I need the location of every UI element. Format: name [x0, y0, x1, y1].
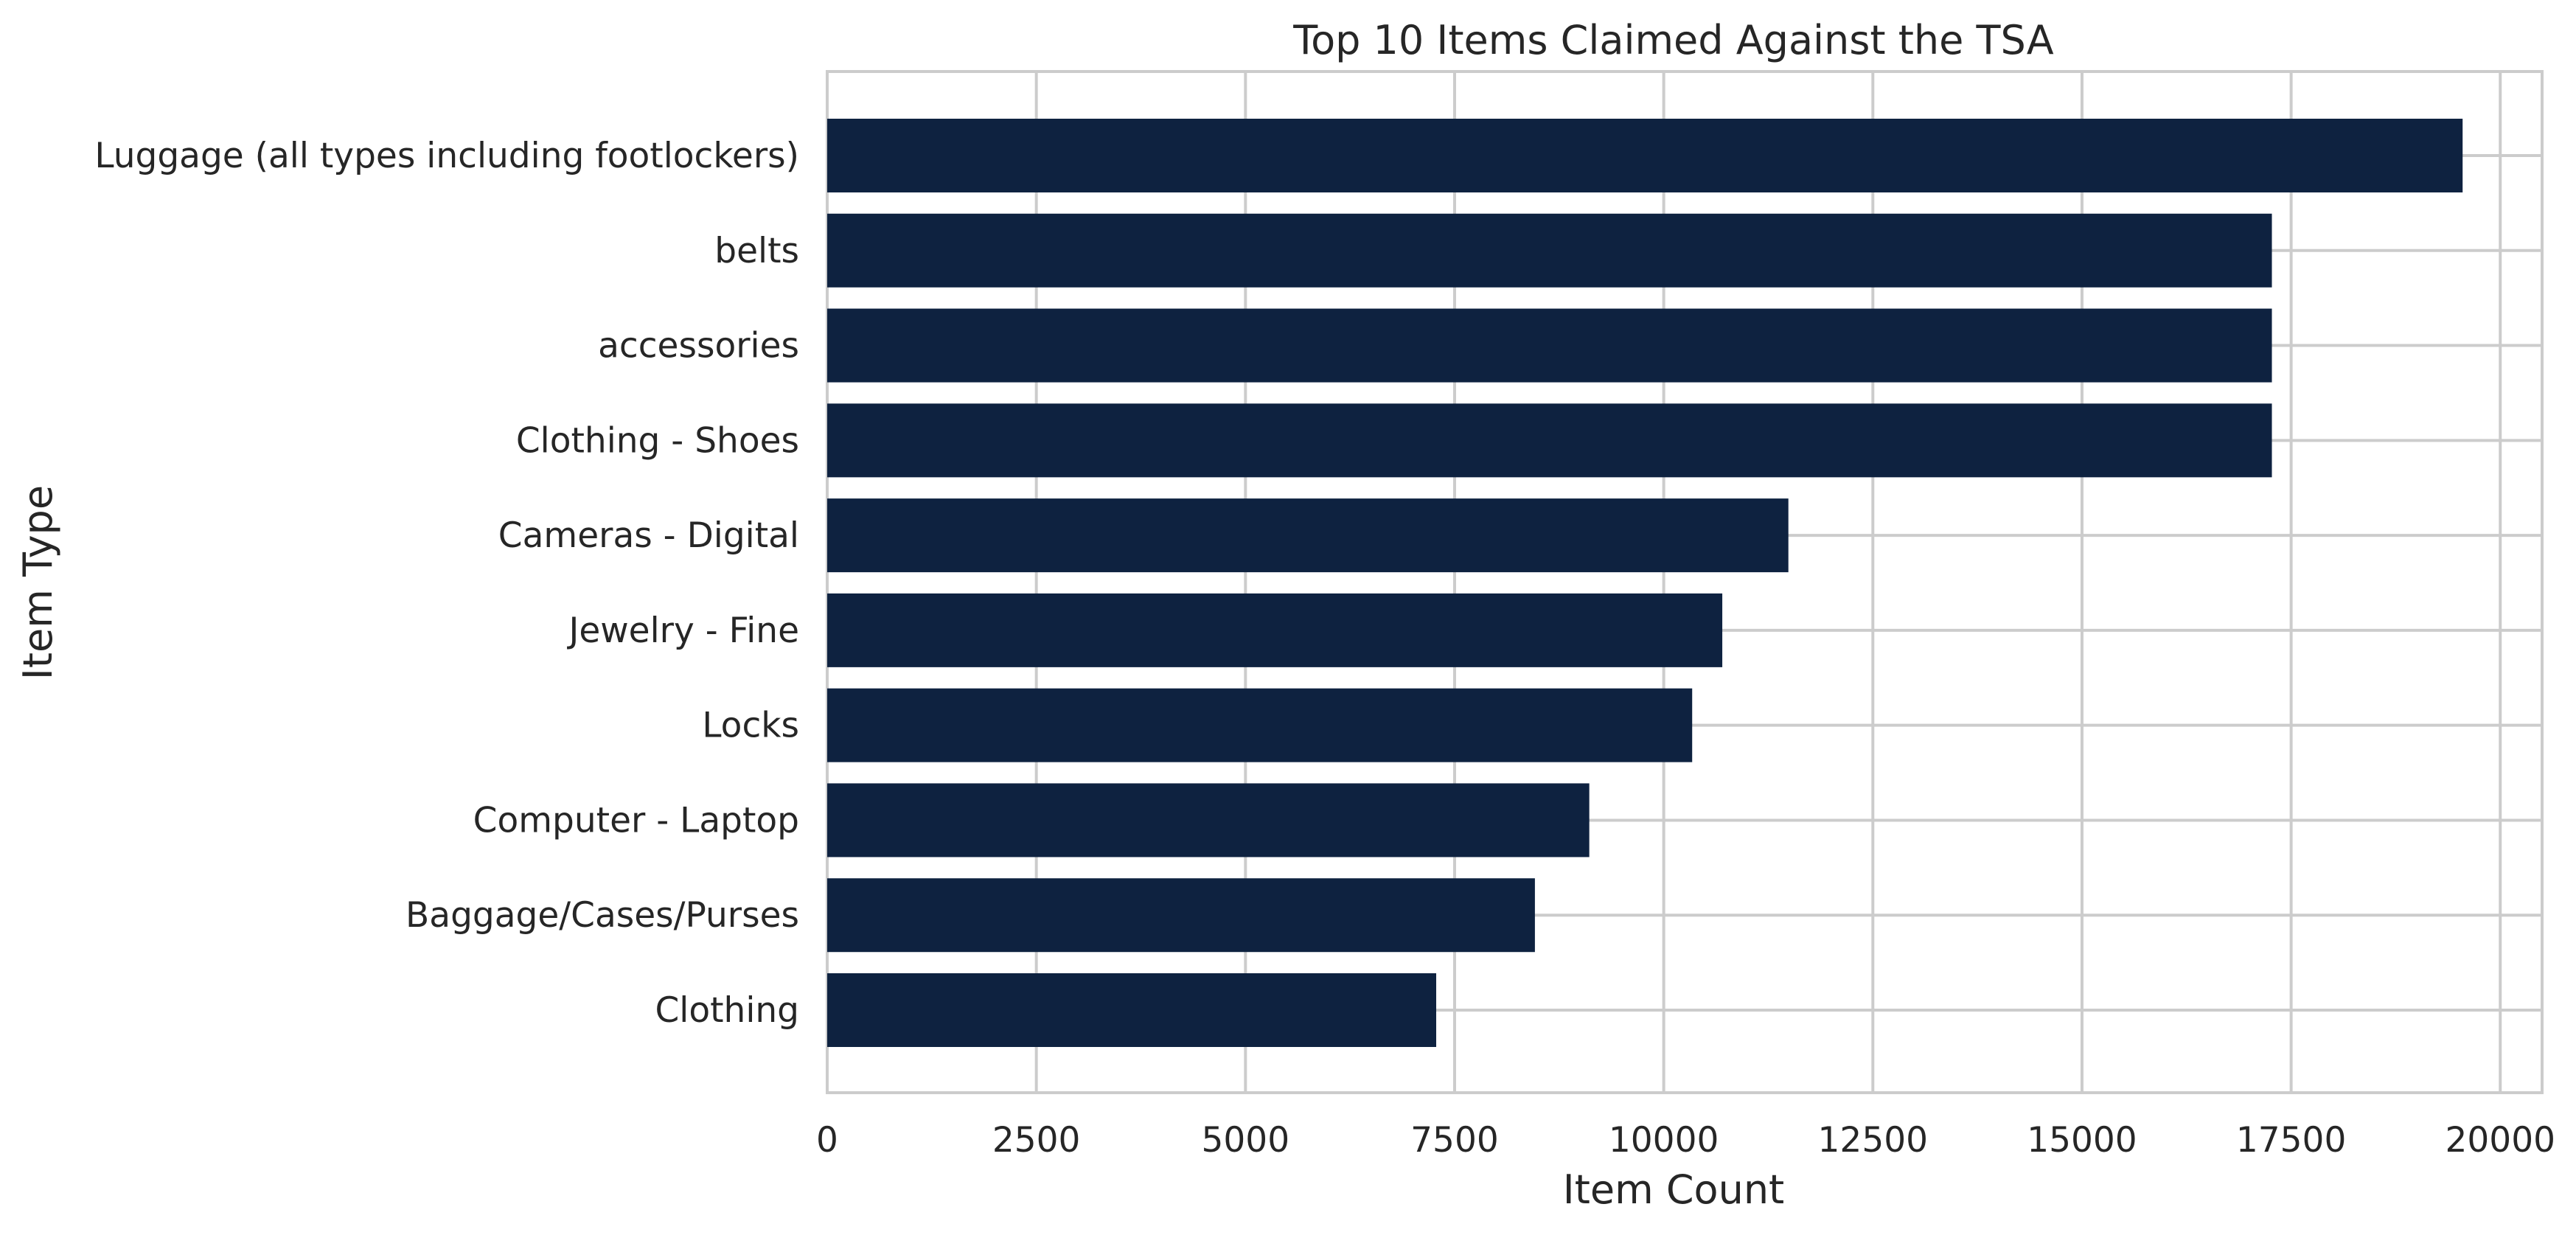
- bar: [827, 593, 1723, 667]
- bar: [827, 119, 2463, 192]
- y-tick-label: belts: [714, 231, 799, 271]
- bar: [827, 308, 2272, 383]
- x-tick-label: 7500: [1410, 1120, 1499, 1161]
- bar: [827, 878, 1535, 953]
- x-tick-label: 2500: [992, 1120, 1081, 1161]
- bar: [827, 973, 1437, 1047]
- bar: [827, 213, 2272, 288]
- x-tick-label: 15000: [2027, 1120, 2137, 1161]
- x-tick-label: 0: [816, 1120, 838, 1161]
- y-tick-label: Clothing: [655, 990, 799, 1031]
- x-axis-label: Item Count: [1563, 1166, 1784, 1213]
- bar: [827, 498, 1789, 573]
- x-tick-label: 5000: [1202, 1120, 1290, 1161]
- x-tick-label: 10000: [1609, 1120, 1719, 1161]
- bar: [827, 783, 1590, 857]
- y-axis-label: Item Type: [15, 485, 61, 680]
- y-tick-label: Computer - Laptop: [473, 800, 799, 841]
- chart-title: Top 10 Items Claimed Against the TSA: [1292, 17, 2054, 63]
- y-tick-label: Baggage/Cases/Purses: [405, 895, 799, 936]
- y-tick-label: Luggage (all types including footlockers…: [94, 136, 799, 176]
- x-tick-label: 20000: [2446, 1120, 2556, 1161]
- y-tick-label: Clothing - Shoes: [516, 420, 799, 461]
- y-tick-label: Cameras - Digital: [498, 515, 799, 556]
- y-tick-label: Jewelry - Fine: [566, 610, 799, 651]
- bar: [827, 403, 2272, 478]
- y-tick-label: accessories: [598, 326, 799, 366]
- plot-frame: [826, 70, 2544, 1094]
- y-tick-label: Locks: [702, 706, 799, 746]
- bar: [827, 688, 1693, 762]
- bars: [827, 119, 2463, 1047]
- x-tick-label: 12500: [1818, 1120, 1929, 1161]
- x-tick-label: 17500: [2236, 1120, 2347, 1161]
- y-tick-labels: Luggage (all types including footlockers…: [94, 136, 799, 1031]
- x-tick-labels: 0 2500 5000 7500 10000 12500 15000 17500 20000: [816, 1120, 2555, 1161]
